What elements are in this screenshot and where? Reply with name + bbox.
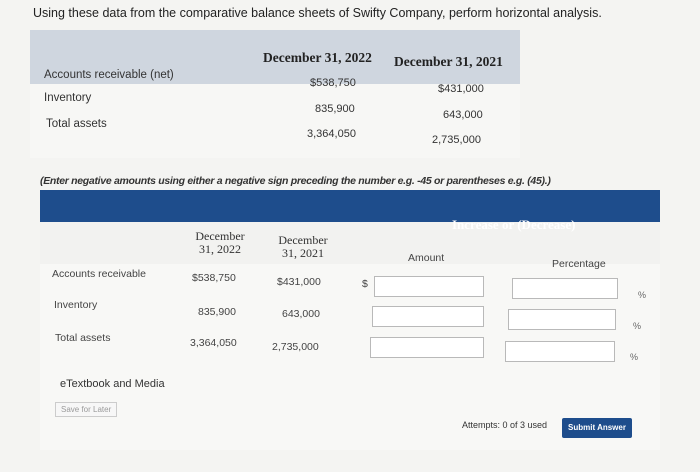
answer-inventory-2021: 643,000 bbox=[282, 308, 320, 320]
amount-input-accounts-receivable[interactable] bbox=[374, 276, 484, 297]
answer-inventory-2022: 835,900 bbox=[198, 306, 236, 318]
balance-table-header bbox=[30, 30, 520, 84]
col-header-amount: Amount bbox=[408, 252, 445, 264]
value-total-assets-2021: 2,735,000 bbox=[432, 134, 481, 146]
row-label-inventory: Inventory bbox=[44, 92, 92, 104]
row-label-total-assets: Total assets bbox=[46, 118, 107, 130]
col-header-december-2022-line1: December bbox=[195, 229, 245, 243]
answer-ar-2021: $431,000 bbox=[277, 276, 321, 288]
balance-table-body bbox=[30, 84, 520, 158]
col-header-december-2021-line2: 31, 2021 bbox=[282, 246, 324, 260]
value-inventory-2021: 643,000 bbox=[443, 109, 483, 121]
answer-total-assets-2021: 2,735,000 bbox=[272, 341, 319, 353]
increase-decrease-header: Increase or (Decrease) bbox=[452, 217, 576, 232]
value-ar-2021: $431,000 bbox=[438, 83, 484, 95]
col-header-december-2022: December 31, 2022 bbox=[190, 230, 250, 256]
dollar-sign: $ bbox=[362, 278, 368, 290]
col-header-percentage: Percentage bbox=[552, 258, 606, 270]
percent-sign-inventory: % bbox=[633, 321, 642, 331]
percentage-input-inventory[interactable] bbox=[508, 309, 616, 330]
amount-input-inventory[interactable] bbox=[372, 306, 484, 327]
percent-sign-total-assets: % bbox=[630, 352, 639, 362]
col-header-2021: December 31, 2021 bbox=[394, 54, 503, 69]
answer-row-label-total-assets: Total assets bbox=[55, 332, 111, 344]
answer-column-headers bbox=[40, 222, 660, 264]
answer-row-label-accounts-receivable: Accounts receivable bbox=[52, 268, 146, 280]
value-inventory-2022: 835,900 bbox=[315, 103, 355, 115]
col-header-december-2021: December 31, 2021 bbox=[273, 234, 333, 260]
answer-table-header-bar bbox=[40, 190, 660, 222]
answer-ar-2022: $538,750 bbox=[192, 272, 236, 284]
save-for-later-button[interactable]: Save for Later bbox=[55, 402, 118, 417]
answer-total-assets-2022: 3,364,050 bbox=[190, 337, 237, 349]
amount-input-total-assets[interactable] bbox=[370, 337, 484, 358]
col-header-december-2022-line2: 31, 2022 bbox=[199, 242, 241, 256]
negative-amount-note: (Enter negative amounts using either a n… bbox=[40, 175, 551, 187]
percentage-input-total-assets[interactable] bbox=[505, 341, 615, 362]
value-ar-2022: $538,750 bbox=[310, 77, 356, 89]
percentage-input-accounts-receivable[interactable] bbox=[512, 278, 618, 299]
attempts-counter: Attempts: 0 of 3 used bbox=[462, 420, 548, 430]
instruction-text: Using these data from the comparative ba… bbox=[33, 6, 602, 20]
answer-row-label-inventory: Inventory bbox=[54, 299, 98, 311]
col-header-december-2021-line1: December bbox=[278, 233, 328, 247]
value-total-assets-2022: 3,364,050 bbox=[307, 128, 356, 140]
answer-table: Increase or (Decrease) December 31, 2022… bbox=[40, 190, 660, 450]
submit-answer-button[interactable]: Submit Answer bbox=[562, 418, 632, 438]
row-label-accounts-receivable: Accounts receivable (net) bbox=[44, 69, 174, 81]
etextbook-media-link[interactable]: eTextbook and Media bbox=[60, 378, 165, 390]
balance-data-table: December 31, 2022 December 31, 2021 Acco… bbox=[30, 30, 520, 158]
col-header-2022: December 31, 2022 bbox=[263, 50, 372, 65]
percent-sign-ar: % bbox=[638, 290, 647, 300]
